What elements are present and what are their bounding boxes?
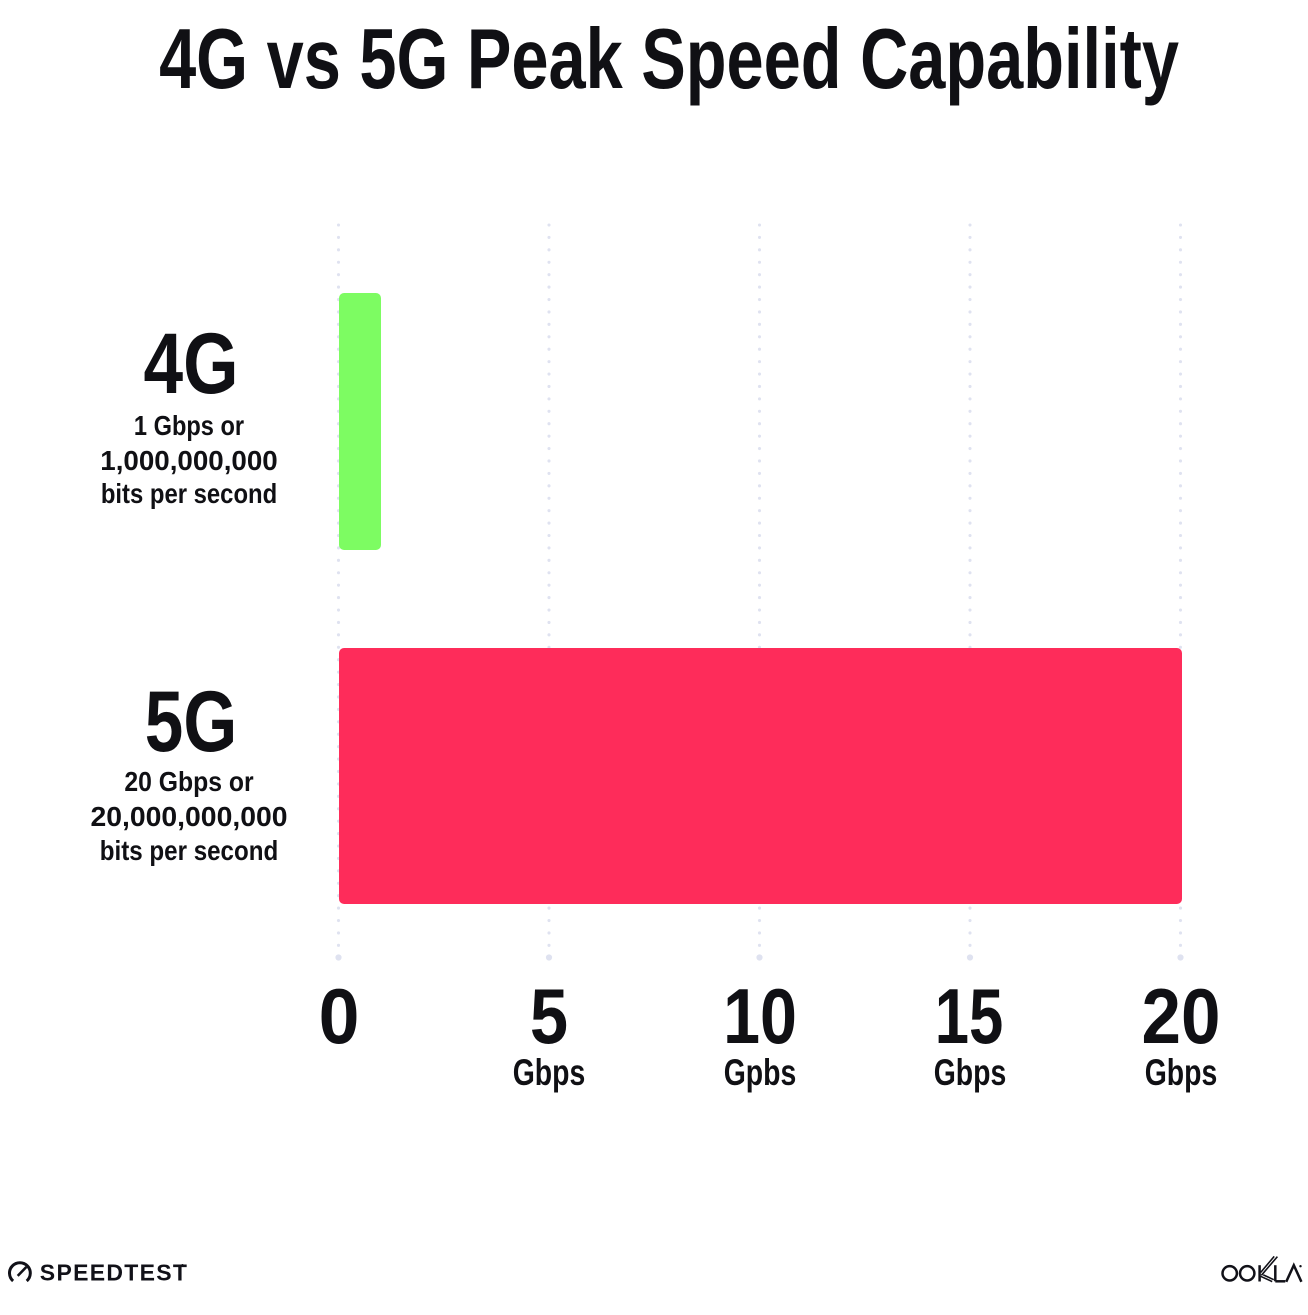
- svg-text:SPEEDTEST: SPEEDTEST: [40, 1260, 188, 1286]
